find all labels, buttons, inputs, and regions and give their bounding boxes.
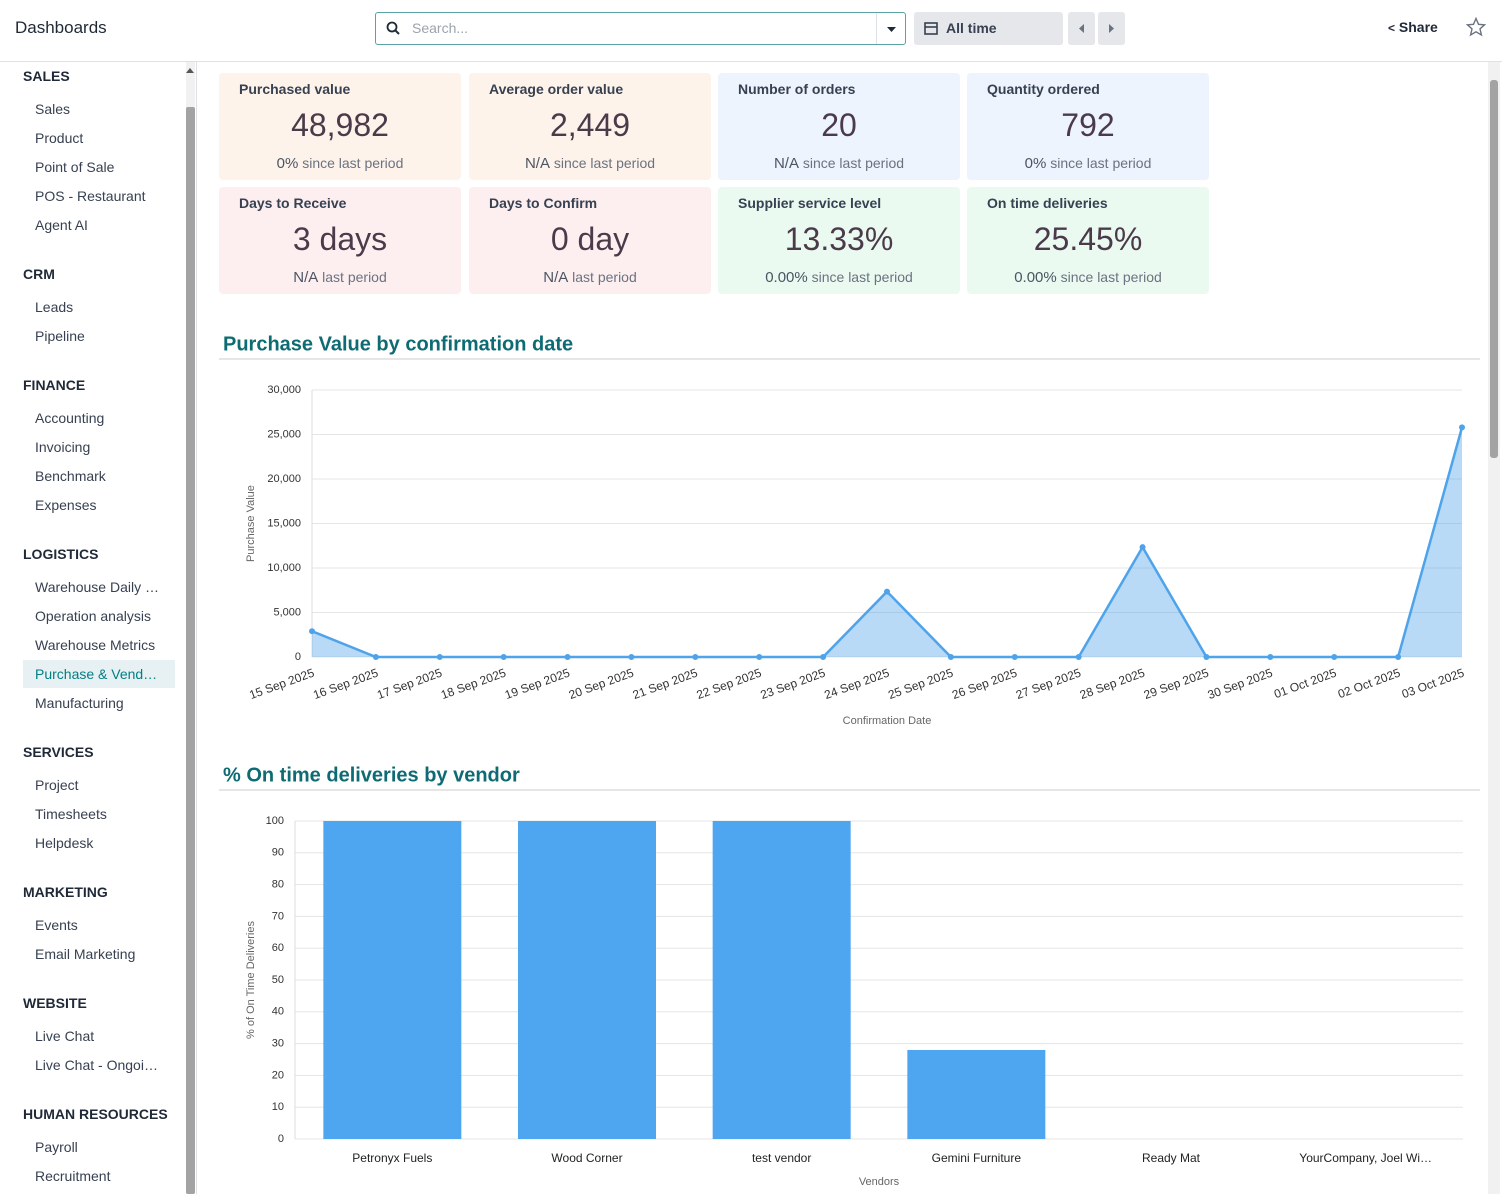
point bbox=[565, 654, 571, 660]
x-tick-label: 15 Sep 2025 bbox=[247, 666, 316, 703]
x-tick-label: Ready Mat bbox=[1142, 1151, 1201, 1165]
point bbox=[692, 654, 698, 660]
main-scrollbar bbox=[1488, 62, 1500, 1194]
point bbox=[756, 654, 762, 660]
bar bbox=[907, 1050, 1045, 1139]
point bbox=[884, 589, 890, 595]
y-tick-label: 20 bbox=[272, 1069, 284, 1081]
x-tick-label: 03 Oct 2025 bbox=[1400, 666, 1467, 702]
x-tick-label: 23 Sep 2025 bbox=[758, 666, 827, 703]
point bbox=[1012, 654, 1018, 660]
point bbox=[1395, 654, 1401, 660]
point bbox=[1267, 654, 1273, 660]
point bbox=[820, 654, 826, 660]
x-tick-label: 20 Sep 2025 bbox=[567, 666, 636, 703]
y-tick-label: 0 bbox=[295, 651, 301, 663]
y-tick-label: 40 bbox=[272, 1006, 284, 1018]
y-tick-label: 80 bbox=[272, 879, 284, 891]
x-tick-label: 19 Sep 2025 bbox=[503, 666, 572, 703]
point bbox=[628, 654, 634, 660]
bar bbox=[518, 821, 656, 1139]
bar bbox=[713, 821, 851, 1139]
y-tick-label: 25,000 bbox=[267, 428, 301, 440]
x-tick-label: 30 Sep 2025 bbox=[1206, 666, 1275, 703]
bar bbox=[323, 821, 461, 1139]
y-tick-label: 100 bbox=[266, 815, 284, 827]
x-tick-label: Petronyx Fuels bbox=[352, 1151, 432, 1165]
y-axis-title: % of On Time Deliveries bbox=[245, 921, 257, 1039]
x-tick-label: 26 Sep 2025 bbox=[950, 666, 1019, 703]
x-tick-label: 21 Sep 2025 bbox=[631, 666, 700, 703]
y-tick-label: 50 bbox=[272, 974, 284, 986]
x-tick-label: test vendor bbox=[752, 1151, 811, 1165]
x-tick-label: Gemini Furniture bbox=[932, 1151, 1022, 1165]
x-tick-label: 27 Sep 2025 bbox=[1014, 666, 1083, 703]
y-axis-title: Purchase Value bbox=[245, 485, 257, 562]
y-tick-label: 60 bbox=[272, 942, 284, 954]
x-tick-label: Wood Corner bbox=[551, 1151, 622, 1165]
point bbox=[309, 628, 315, 634]
x-tick-label: 28 Sep 2025 bbox=[1078, 666, 1147, 703]
point bbox=[948, 654, 954, 660]
x-tick-label: 01 Oct 2025 bbox=[1272, 666, 1339, 702]
y-tick-label: 90 bbox=[272, 847, 284, 859]
x-axis-title: Vendors bbox=[859, 1176, 900, 1188]
x-tick-label: YourCompany, Joel Wi… bbox=[1299, 1151, 1432, 1165]
x-tick-label: 17 Sep 2025 bbox=[375, 666, 444, 703]
y-tick-label: 10 bbox=[272, 1101, 284, 1113]
x-tick-label: 25 Sep 2025 bbox=[886, 666, 955, 703]
chart-title: % On time deliveries by vendor bbox=[223, 764, 520, 786]
x-tick-label: 02 Oct 2025 bbox=[1336, 666, 1403, 702]
main-scrollbar-thumb[interactable] bbox=[1490, 80, 1498, 458]
y-tick-label: 30 bbox=[272, 1038, 284, 1050]
x-tick-label: 29 Sep 2025 bbox=[1142, 666, 1211, 703]
x-tick-label: 24 Sep 2025 bbox=[822, 666, 891, 703]
point bbox=[1459, 424, 1465, 430]
point bbox=[501, 654, 507, 660]
point bbox=[1076, 654, 1082, 660]
x-tick-label: 22 Sep 2025 bbox=[695, 666, 764, 703]
y-tick-label: 0 bbox=[278, 1133, 284, 1145]
y-tick-label: 5,000 bbox=[273, 606, 301, 618]
x-axis-title: Confirmation Date bbox=[843, 715, 932, 727]
point bbox=[1203, 654, 1209, 660]
point bbox=[373, 654, 379, 660]
y-tick-label: 70 bbox=[272, 910, 284, 922]
x-tick-label: 16 Sep 2025 bbox=[311, 666, 380, 703]
point bbox=[437, 654, 443, 660]
chart-title: Purchase Value by confirmation date bbox=[223, 333, 573, 355]
y-tick-label: 15,000 bbox=[267, 517, 301, 529]
point bbox=[1331, 654, 1337, 660]
area bbox=[312, 427, 1462, 657]
y-tick-label: 30,000 bbox=[267, 384, 301, 396]
x-tick-label: 18 Sep 2025 bbox=[439, 666, 508, 703]
y-tick-label: 10,000 bbox=[267, 562, 301, 574]
point bbox=[1140, 544, 1146, 550]
y-tick-label: 20,000 bbox=[267, 473, 301, 485]
